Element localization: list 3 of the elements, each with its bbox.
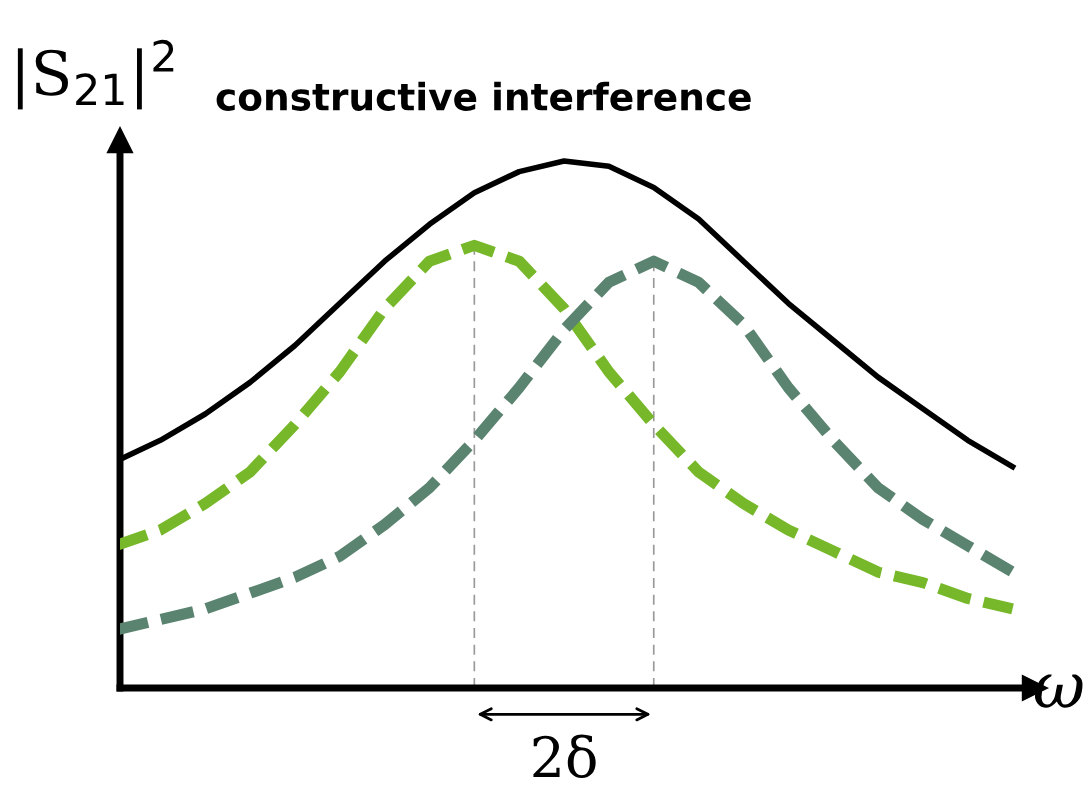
text: 2δ <box>533 734 596 778</box>
chart-title: constructive interference <box>216 81 751 111</box>
y-axis-title: |S$_{21}$|$^{2}$ <box>17 39 174 110</box>
